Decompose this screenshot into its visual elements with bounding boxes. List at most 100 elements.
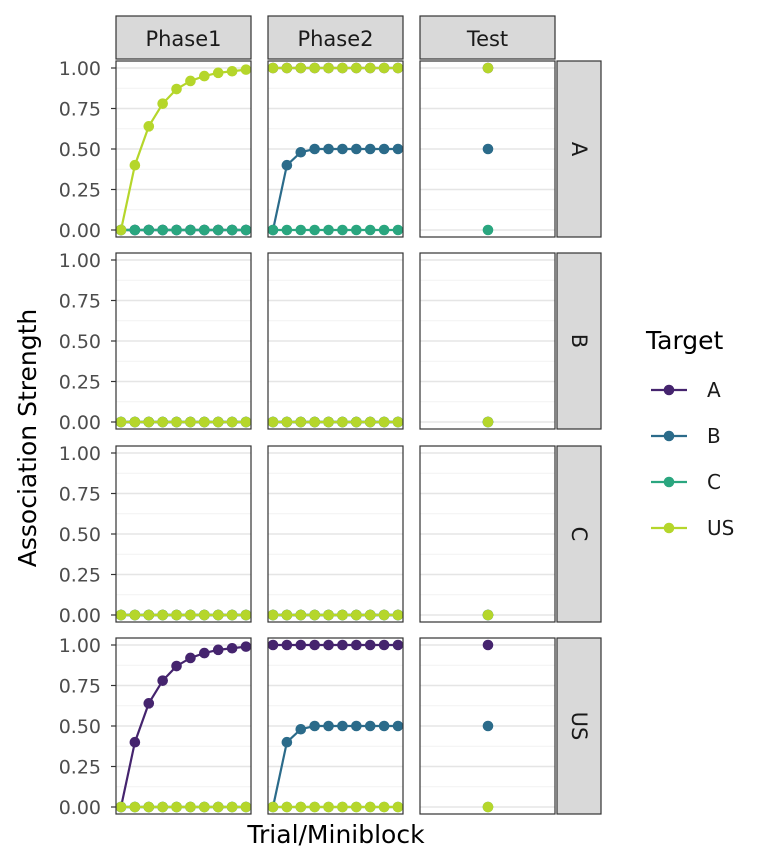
data-point-US <box>337 801 348 813</box>
y-tick-label: 0.50 <box>59 139 101 161</box>
data-point-US <box>226 65 238 77</box>
panel-US-Phase2 <box>267 637 404 815</box>
data-point-C <box>143 224 155 236</box>
panel-border <box>419 445 556 623</box>
data-point-C <box>129 224 141 236</box>
legend-key-point <box>663 476 675 488</box>
column-strip-label: Phase1 <box>145 27 221 51</box>
row-strip-label: B <box>567 334 591 348</box>
data-point-A <box>171 660 182 672</box>
data-point-US <box>171 801 182 813</box>
data-point-US <box>129 416 141 428</box>
data-point-B <box>364 720 376 732</box>
data-point-B <box>323 143 334 155</box>
data-point-US <box>295 62 307 74</box>
data-point-US <box>199 609 210 621</box>
y-tick-label: 0.75 <box>59 484 101 506</box>
data-point-B <box>378 720 390 732</box>
data-point-B <box>378 143 390 155</box>
data-point-B <box>295 146 307 158</box>
data-point-B <box>295 723 307 735</box>
panel-border <box>267 445 404 623</box>
row-strip-label: US <box>567 712 591 741</box>
legend-label: B <box>707 424 721 448</box>
panel-C-Phase1 <box>115 445 252 623</box>
data-point-US <box>351 62 362 74</box>
y-tick-label: 0.50 <box>59 524 101 546</box>
y-tick-label: 0.25 <box>59 372 101 394</box>
data-point-US <box>482 801 494 813</box>
legend-key-point <box>663 522 675 534</box>
series-A <box>482 639 494 651</box>
legend-label: C <box>707 470 721 494</box>
data-point-US <box>143 416 155 428</box>
data-point-US <box>323 801 334 813</box>
panel-B-Test <box>419 252 556 430</box>
data-point-A <box>309 639 320 651</box>
y-axis-title: Association Strength <box>13 309 42 567</box>
y-tick-label: 0.00 <box>59 797 101 819</box>
data-point-A <box>378 639 390 651</box>
data-point-US <box>337 609 348 621</box>
legend-label: A <box>707 378 721 402</box>
row-strip-C: C <box>556 445 602 623</box>
data-point-A <box>351 639 362 651</box>
data-point-US <box>157 98 168 109</box>
data-point-US <box>392 609 404 621</box>
data-point-US <box>129 609 141 621</box>
legend-title: Target <box>645 326 724 355</box>
data-point-US <box>226 416 238 428</box>
data-point-US <box>323 416 334 428</box>
data-point-A <box>392 639 404 651</box>
panel-A-Test <box>419 60 556 238</box>
data-point-US <box>115 609 127 621</box>
panel-C-Test <box>419 445 556 623</box>
data-point-C <box>240 224 252 236</box>
series-line-B <box>271 147 398 231</box>
data-point-US <box>482 609 494 621</box>
data-point-US <box>295 801 307 813</box>
data-point-US <box>392 62 404 74</box>
data-point-US <box>129 159 141 171</box>
legend-key-point <box>663 384 675 396</box>
data-point-US <box>378 609 390 621</box>
data-point-US <box>364 609 376 621</box>
data-point-US <box>199 70 210 82</box>
data-point-US <box>351 609 362 621</box>
data-point-B <box>351 143 362 155</box>
series-US <box>267 416 404 428</box>
strip-background <box>556 445 602 623</box>
data-point-US <box>240 64 252 75</box>
series-US <box>482 609 494 621</box>
data-point-C <box>392 224 404 236</box>
data-point-A <box>157 675 168 686</box>
data-point-A <box>337 639 348 651</box>
y-tick-label: 0.75 <box>59 291 101 313</box>
data-point-B <box>482 720 494 732</box>
data-point-B <box>309 720 320 732</box>
data-point-C <box>378 224 390 236</box>
panel-border <box>419 637 556 815</box>
strip-background <box>267 15 404 60</box>
data-point-B <box>281 159 293 171</box>
data-point-C <box>157 224 168 236</box>
y-tick-label: 1.00 <box>59 443 101 465</box>
data-point-US <box>199 801 210 813</box>
data-point-US <box>226 609 238 621</box>
data-point-C <box>185 224 196 236</box>
column-strip-Phase2: Phase2 <box>267 15 404 60</box>
strip-background <box>556 637 602 815</box>
panel-B-Phase1 <box>115 252 252 430</box>
data-point-US <box>171 609 182 621</box>
data-point-US <box>185 75 196 87</box>
data-point-US <box>212 416 224 428</box>
legend-key-point <box>663 430 675 442</box>
data-point-US <box>212 801 224 813</box>
data-point-A <box>143 698 155 709</box>
y-tick-label: 0.25 <box>59 757 101 779</box>
data-point-US <box>323 609 334 621</box>
row-strip-A: A <box>556 60 602 238</box>
y-tick-label: 0.00 <box>59 412 101 434</box>
series-US <box>115 416 252 428</box>
